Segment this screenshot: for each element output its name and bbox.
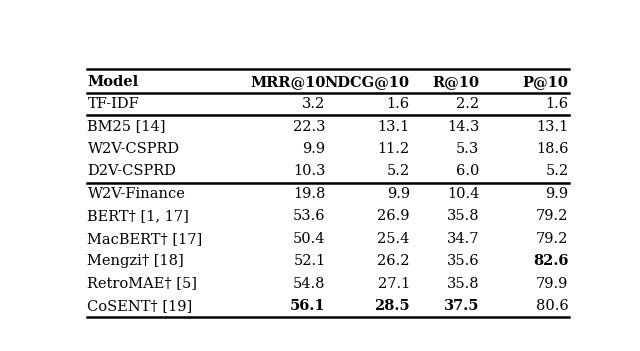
- Text: 10.4: 10.4: [447, 187, 479, 201]
- Text: 6.0: 6.0: [456, 165, 479, 178]
- Text: 26.2: 26.2: [378, 254, 410, 268]
- Text: MRR@10: MRR@10: [250, 75, 326, 89]
- Text: 79.2: 79.2: [536, 209, 568, 223]
- Text: 25.4: 25.4: [378, 232, 410, 246]
- Text: MacBERT† [17]: MacBERT† [17]: [88, 232, 203, 246]
- Text: 27.1: 27.1: [378, 277, 410, 291]
- Text: 18.6: 18.6: [536, 142, 568, 156]
- Text: 82.6: 82.6: [533, 254, 568, 268]
- Text: 50.4: 50.4: [293, 232, 326, 246]
- Text: 79.2: 79.2: [536, 232, 568, 246]
- Text: 26.9: 26.9: [378, 209, 410, 223]
- Text: W2V-CSPRD: W2V-CSPRD: [88, 142, 180, 156]
- Text: 5.2: 5.2: [545, 165, 568, 178]
- Text: P@10: P@10: [523, 75, 568, 89]
- Text: 13.1: 13.1: [378, 120, 410, 134]
- Text: W2V-Finance: W2V-Finance: [88, 187, 186, 201]
- Text: NDCG@10: NDCG@10: [325, 75, 410, 89]
- Text: RetroMAE† [5]: RetroMAE† [5]: [88, 277, 197, 291]
- Text: 5.3: 5.3: [456, 142, 479, 156]
- Text: 2.2: 2.2: [456, 97, 479, 111]
- Text: 34.7: 34.7: [447, 232, 479, 246]
- Text: 37.5: 37.5: [444, 299, 479, 313]
- Text: BM25 [14]: BM25 [14]: [88, 120, 166, 134]
- Text: 1.6: 1.6: [387, 97, 410, 111]
- Text: 52.1: 52.1: [293, 254, 326, 268]
- Text: D2V-CSPRD: D2V-CSPRD: [88, 165, 176, 178]
- Text: 19.8: 19.8: [293, 187, 326, 201]
- Text: 14.3: 14.3: [447, 120, 479, 134]
- Text: Model: Model: [88, 75, 139, 89]
- Text: 9.9: 9.9: [302, 142, 326, 156]
- Text: 54.8: 54.8: [293, 277, 326, 291]
- Text: 56.1: 56.1: [290, 299, 326, 313]
- Text: 79.9: 79.9: [536, 277, 568, 291]
- Text: 5.2: 5.2: [387, 165, 410, 178]
- Text: TF-IDF: TF-IDF: [88, 97, 139, 111]
- Text: Mengzi† [18]: Mengzi† [18]: [88, 254, 184, 268]
- Text: 1.6: 1.6: [545, 97, 568, 111]
- Text: 80.6: 80.6: [536, 299, 568, 313]
- Text: 3.2: 3.2: [302, 97, 326, 111]
- Text: BERT† [1, 17]: BERT† [1, 17]: [88, 209, 189, 223]
- Text: 35.6: 35.6: [447, 254, 479, 268]
- Text: 22.3: 22.3: [293, 120, 326, 134]
- Text: 35.8: 35.8: [447, 209, 479, 223]
- Text: 53.6: 53.6: [293, 209, 326, 223]
- Text: 10.3: 10.3: [293, 165, 326, 178]
- Text: 35.8: 35.8: [447, 277, 479, 291]
- Text: 13.1: 13.1: [536, 120, 568, 134]
- Text: R@10: R@10: [432, 75, 479, 89]
- Text: 11.2: 11.2: [378, 142, 410, 156]
- Text: CoSENT† [19]: CoSENT† [19]: [88, 299, 193, 313]
- Text: 9.9: 9.9: [545, 187, 568, 201]
- Text: 9.9: 9.9: [387, 187, 410, 201]
- Text: 28.5: 28.5: [374, 299, 410, 313]
